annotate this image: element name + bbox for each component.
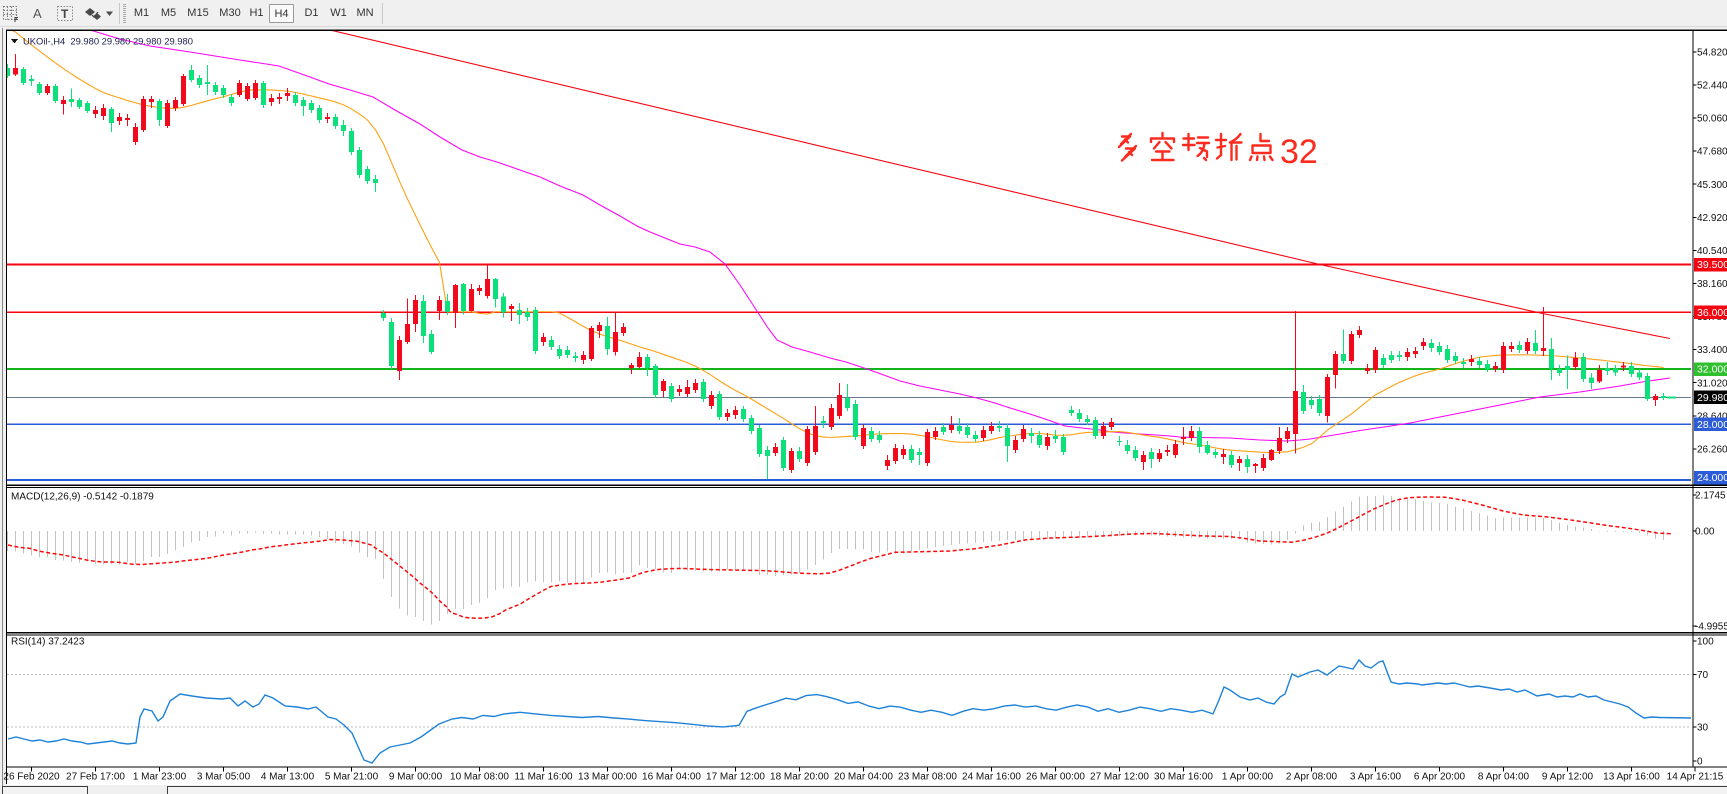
svg-text:MACD(12,26,9) -0.5142 -0.1879: MACD(12,26,9) -0.5142 -0.1879 (11, 492, 154, 503)
svg-text:3 Apr 16:00: 3 Apr 16:00 (1350, 772, 1402, 783)
svg-text:17 Mar 12:00: 17 Mar 12:00 (706, 772, 765, 783)
svg-text:50.060: 50.060 (1697, 114, 1727, 125)
svg-text:28.640: 28.640 (1697, 411, 1727, 422)
svg-text:54.820: 54.820 (1697, 48, 1727, 59)
svg-text:30 Mar 16:00: 30 Mar 16:00 (1154, 772, 1213, 783)
svg-text:42.920: 42.920 (1697, 213, 1727, 224)
svg-text:8 Apr 04:00: 8 Apr 04:00 (1478, 772, 1530, 783)
svg-text:36.000: 36.000 (1697, 307, 1727, 319)
svg-text:26.260: 26.260 (1697, 444, 1727, 455)
svg-text:9 Apr 12:00: 9 Apr 12:00 (1542, 772, 1594, 783)
svg-text:52.440: 52.440 (1697, 81, 1727, 92)
svg-text:26 Feb 2020: 26 Feb 2020 (3, 772, 60, 783)
svg-text:47.680: 47.680 (1697, 147, 1727, 158)
svg-text:3 Mar 05:00: 3 Mar 05:00 (197, 772, 251, 783)
svg-text:10 Mar 08:00: 10 Mar 08:00 (450, 772, 509, 783)
svg-text:RSI(14) 37.2423: RSI(14) 37.2423 (11, 637, 85, 648)
svg-text:24.000: 24.000 (1697, 472, 1727, 484)
svg-text:100: 100 (1697, 637, 1714, 648)
svg-text:14 Apr 21:15: 14 Apr 21:15 (1667, 772, 1724, 783)
svg-text:T: T (61, 7, 69, 21)
svg-text:13 Apr 16:00: 13 Apr 16:00 (1603, 772, 1660, 783)
svg-text:33.400: 33.400 (1697, 345, 1727, 356)
svg-text:1 Mar 23:00: 1 Mar 23:00 (133, 772, 187, 783)
svg-text:16 Mar 04:00: 16 Mar 04:00 (642, 772, 701, 783)
svg-text:27 Mar 12:00: 27 Mar 12:00 (1090, 772, 1149, 783)
svg-text:70: 70 (1697, 670, 1709, 681)
svg-text:9 Mar 00:00: 9 Mar 00:00 (389, 772, 443, 783)
svg-text:39.500: 39.500 (1697, 259, 1727, 271)
svg-text:29.980: 29.980 (1697, 392, 1727, 404)
svg-text:27 Feb 17:00: 27 Feb 17:00 (66, 772, 125, 783)
svg-text:0: 0 (1697, 757, 1703, 768)
svg-text:13 Mar 00:00: 13 Mar 00:00 (578, 772, 637, 783)
svg-text:26 Mar 00:00: 26 Mar 00:00 (1026, 772, 1085, 783)
svg-text:UKOil-,H4 29.980 29.980 29.98: UKOil-,H4 29.980 29.980 29.980 29.980 (23, 36, 193, 47)
svg-text:-4.9955: -4.9955 (1695, 622, 1727, 633)
svg-text:31.020: 31.020 (1697, 378, 1727, 389)
svg-text:A: A (33, 6, 42, 21)
svg-text:32: 32 (1280, 133, 1318, 171)
svg-text:20 Mar 04:00: 20 Mar 04:00 (834, 772, 893, 783)
svg-text:11 Mar 16:00: 11 Mar 16:00 (514, 772, 573, 783)
svg-text:45.300: 45.300 (1697, 180, 1727, 191)
svg-text:23 Mar 08:00: 23 Mar 08:00 (898, 772, 957, 783)
svg-text:32.000: 32.000 (1697, 364, 1727, 376)
svg-text:0.00: 0.00 (1695, 527, 1715, 538)
svg-text:1 Apr 00:00: 1 Apr 00:00 (1222, 772, 1274, 783)
svg-text:4 Mar 13:00: 4 Mar 13:00 (261, 772, 315, 783)
svg-text:F: F (14, 17, 19, 24)
svg-text:24 Mar 16:00: 24 Mar 16:00 (962, 772, 1021, 783)
svg-text:28.000: 28.000 (1697, 419, 1727, 431)
svg-text:2.1745: 2.1745 (1695, 491, 1726, 502)
svg-text:2 Apr 08:00: 2 Apr 08:00 (1286, 772, 1338, 783)
svg-text:6 Apr 20:00: 6 Apr 20:00 (1414, 772, 1466, 783)
svg-text:38.160: 38.160 (1697, 279, 1727, 290)
svg-text:40.540: 40.540 (1697, 246, 1727, 257)
svg-text:18 Mar 20:00: 18 Mar 20:00 (770, 772, 829, 783)
svg-text:5 Mar 21:00: 5 Mar 21:00 (325, 772, 379, 783)
svg-text:30: 30 (1697, 723, 1709, 734)
